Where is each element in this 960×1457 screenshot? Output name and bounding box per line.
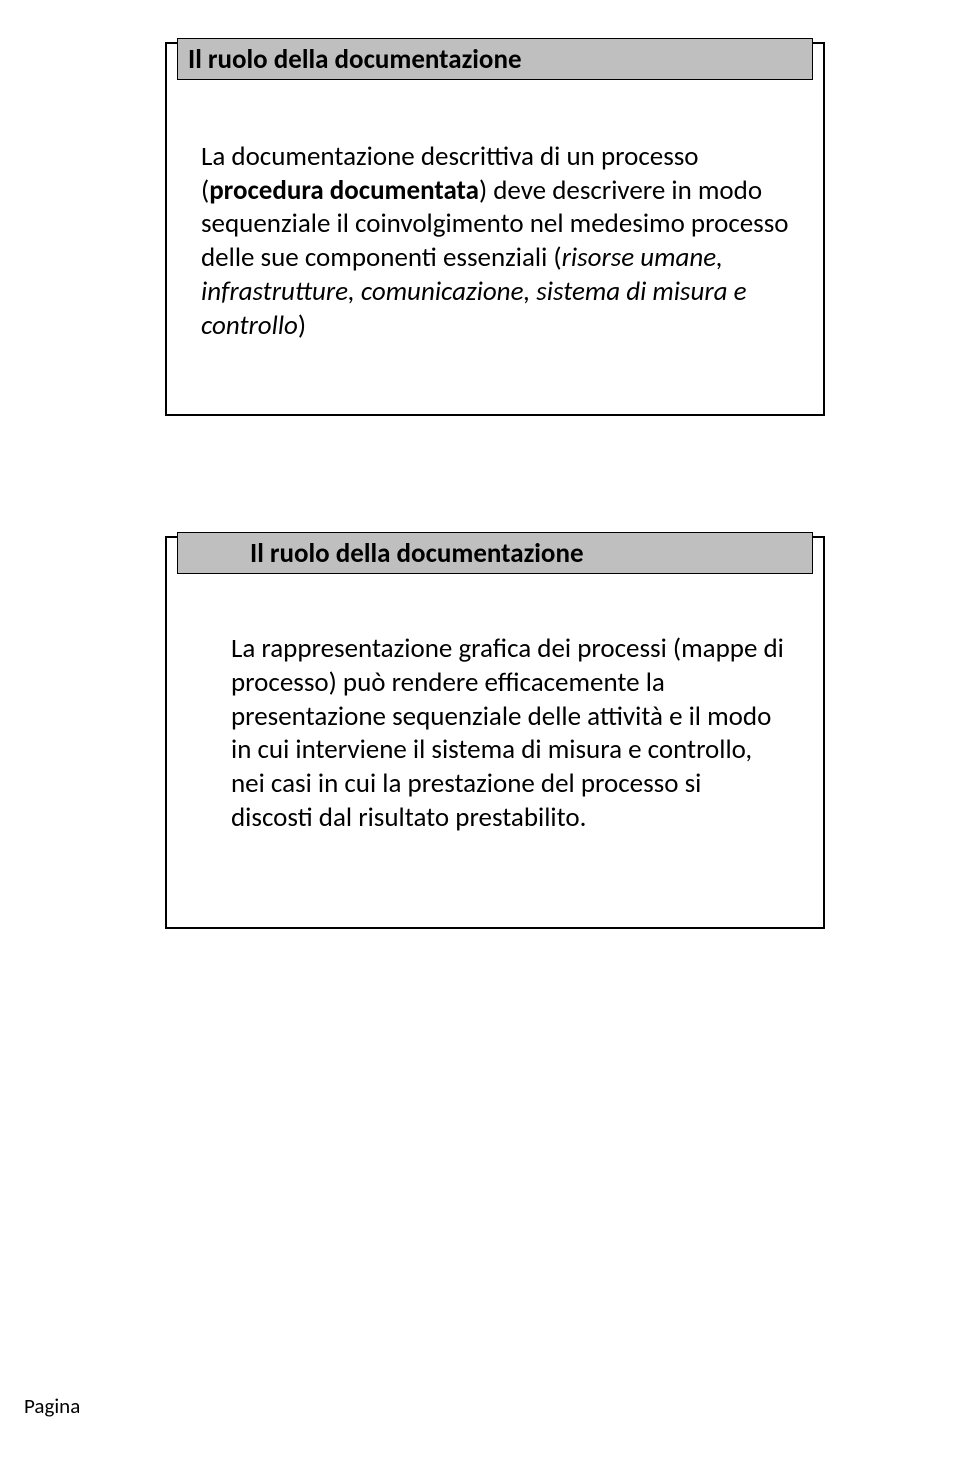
card-2: Il ruolo della documentazione La rappres… bbox=[165, 536, 825, 928]
card-1-title-wrap: Il ruolo della documentazione bbox=[167, 38, 823, 80]
card-1-title: Il ruolo della documentazione bbox=[177, 38, 813, 80]
card-1-bold: procedura documentata bbox=[209, 174, 479, 207]
card-1-paragraph: La documentazione descrittiva di un proc… bbox=[201, 140, 789, 343]
card-2-paragraph: La rappresentazione grafica dei processi… bbox=[231, 632, 789, 835]
card-1-body: La documentazione descrittiva di un proc… bbox=[167, 80, 823, 415]
card-1: Il ruolo della documentazione La documen… bbox=[165, 42, 825, 416]
page: Il ruolo della documentazione La documen… bbox=[0, 0, 960, 1457]
card-2-body: La rappresentazione grafica dei processi… bbox=[167, 574, 823, 927]
card-2-title: Il ruolo della documentazione bbox=[177, 532, 813, 574]
footer-label: Pagina bbox=[24, 1393, 80, 1419]
card-1-text-3: ) bbox=[298, 309, 306, 342]
card-2-title-wrap: Il ruolo della documentazione bbox=[167, 532, 823, 574]
